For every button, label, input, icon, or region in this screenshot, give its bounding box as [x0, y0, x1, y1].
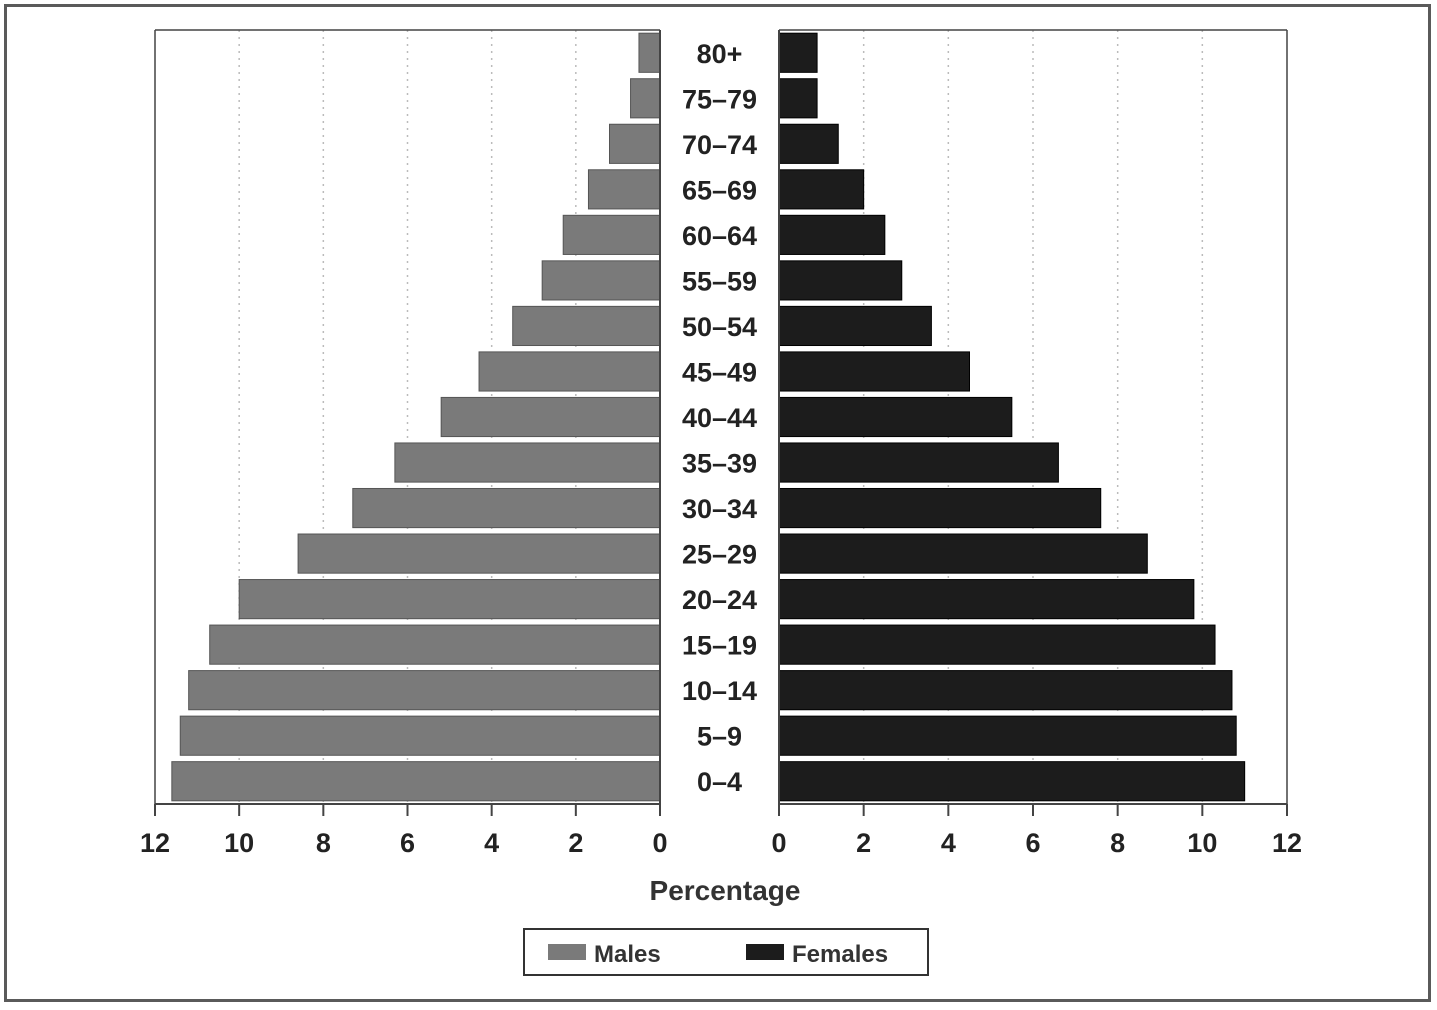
bar-females: [778, 351, 970, 392]
x-tick-label-left: 0: [652, 828, 667, 858]
bar-females: [778, 396, 1013, 438]
axes: 12 10 8 6 4 2 0 0 2 4 6 8 10 12: [140, 29, 1302, 858]
bar-males: [562, 214, 661, 255]
bar-males: [171, 761, 661, 802]
age-group-label: 25–29: [682, 540, 757, 570]
bar-females: [778, 32, 818, 73]
bars: [171, 32, 1246, 802]
age-group-label: 30–34: [682, 494, 757, 524]
bar-females: [778, 169, 865, 210]
age-group-label: 20–24: [682, 585, 757, 615]
age-group-label: 40–44: [682, 403, 757, 433]
bar-females: [778, 78, 818, 119]
age-group-label: 0–4: [697, 767, 742, 797]
legend-label-males: Males: [594, 941, 661, 968]
age-group-label: 75–79: [682, 84, 757, 114]
age-group-label: 45–49: [682, 357, 757, 387]
bar-males: [297, 533, 661, 574]
x-tick-label-right: 4: [941, 828, 956, 858]
age-group-label: 10–14: [682, 676, 757, 706]
bar-males: [440, 396, 661, 438]
bar-females: [778, 214, 886, 255]
age-group-label: 65–69: [682, 175, 757, 205]
bar-females: [778, 442, 1059, 483]
x-tick-label-left: 2: [568, 828, 583, 858]
bar-females: [778, 715, 1237, 756]
age-group-label: 5–9: [697, 722, 742, 752]
bar-males: [512, 305, 661, 347]
bar-females: [778, 670, 1233, 711]
age-group-label: 55–59: [682, 266, 757, 296]
legend: Males Females: [523, 928, 929, 976]
age-group-label: 60–64: [682, 221, 757, 251]
age-group-label: 15–19: [682, 631, 757, 661]
age-group-label: 70–74: [682, 130, 757, 160]
bar-males: [188, 670, 661, 711]
bar-males: [478, 351, 661, 392]
bar-males: [541, 260, 661, 301]
x-tick-label-right: 10: [1187, 828, 1217, 858]
legend-swatch-females: [746, 944, 784, 960]
bar-males: [609, 123, 661, 164]
bar-males: [638, 32, 661, 73]
bar-females: [778, 260, 903, 301]
age-group-label: 50–54: [682, 312, 757, 342]
x-tick-label-right: 2: [856, 828, 871, 858]
x-tick-label-left: 6: [400, 828, 415, 858]
bar-males: [238, 579, 661, 620]
bar-males: [630, 78, 661, 119]
bar-males: [209, 624, 661, 665]
bar-females: [778, 624, 1216, 665]
bar-males: [179, 715, 661, 756]
legend-label-females: Females: [792, 941, 888, 968]
x-tick-label-left: 12: [140, 828, 170, 858]
x-tick-label-right: 8: [1110, 828, 1125, 858]
legend-box: [523, 928, 929, 976]
x-axis-title: Percentage: [650, 875, 801, 906]
legend-swatch-males: [548, 944, 586, 960]
x-tick-label-right: 6: [1025, 828, 1040, 858]
bar-females: [778, 579, 1195, 620]
x-tick-label-left: 4: [484, 828, 499, 858]
bar-males: [352, 487, 661, 529]
x-tick-label-left: 8: [316, 828, 331, 858]
age-labels: 80+ 75–79 70–74 65–69 60–64 55–59 50–54 45–49 40…: [682, 39, 757, 797]
bar-females: [778, 761, 1246, 802]
bar-females: [778, 487, 1102, 529]
bar-females: [778, 305, 932, 347]
bar-females: [778, 533, 1148, 574]
bar-males: [394, 442, 661, 483]
x-tick-label-left: 10: [224, 828, 254, 858]
bar-males: [587, 169, 661, 210]
x-tick-label-right: 0: [771, 828, 786, 858]
x-tick-label-right: 12: [1272, 828, 1302, 858]
age-group-label: 80+: [697, 39, 743, 69]
bar-females: [778, 123, 839, 164]
chart-frame: [4, 4, 1431, 1002]
age-group-label: 35–39: [682, 449, 757, 479]
